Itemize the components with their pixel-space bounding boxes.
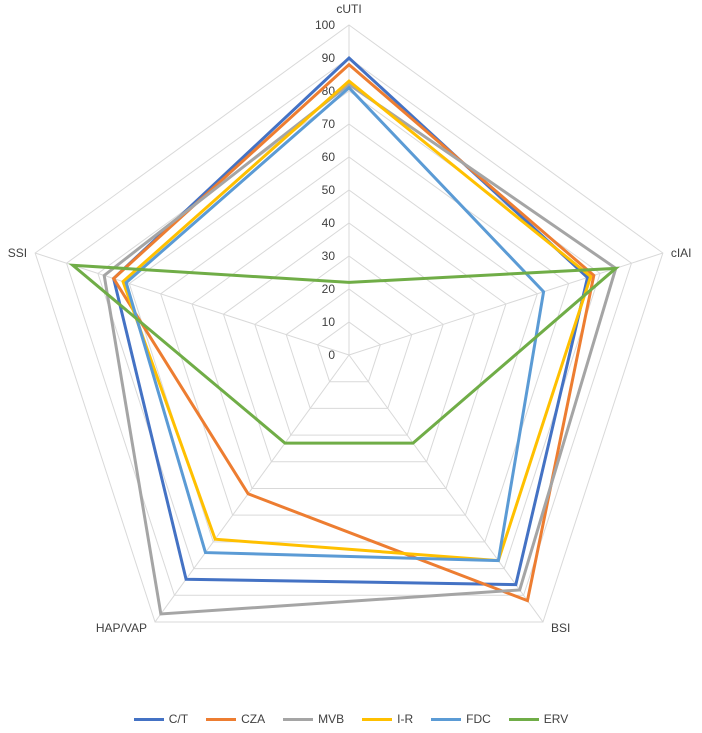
legend-swatch (283, 717, 314, 721)
grid-ring (317, 321, 381, 383)
grid-ring (34, 24, 664, 623)
series-line (121, 79, 593, 563)
legend-label: MVB (318, 712, 345, 726)
legend-item: ERV (508, 712, 569, 726)
r-tick-label: 30 (322, 249, 336, 263)
legend-swatch (133, 717, 164, 721)
r-tick-label: 20 (322, 282, 336, 296)
series-line (111, 62, 596, 603)
legend-item: I-R (362, 712, 413, 726)
r-tick-label: 0 (328, 348, 335, 362)
r-tick-label: 60 (322, 150, 336, 164)
grid-spoke (154, 354, 350, 623)
category-label: BSI (551, 621, 570, 635)
legend-item: C/T (133, 712, 189, 726)
grid-ring (160, 156, 538, 516)
legend-swatch (508, 717, 539, 721)
r-tick-label: 100 (315, 18, 335, 32)
legend-swatch (431, 717, 462, 721)
grid-ring (254, 255, 444, 436)
legend-label: FDC (466, 712, 491, 726)
grid-spoke (34, 252, 350, 356)
category-label: HAP/VAP (96, 621, 147, 635)
r-tick-label: 70 (322, 117, 336, 131)
category-label: cIAI (671, 246, 692, 260)
grid-ring (285, 288, 413, 409)
legend-label: C/T (168, 712, 189, 726)
grid-ring (191, 189, 507, 489)
grid-ring (222, 222, 476, 463)
legend-label: I-R (397, 712, 414, 726)
legend-label: CZA (241, 712, 266, 726)
category-label: SSI (8, 246, 27, 260)
grid-spoke (348, 354, 544, 623)
r-tick-label: 40 (322, 216, 336, 230)
grid-ring (65, 57, 633, 596)
grid-ring (128, 123, 570, 543)
chart-legend: C/T CZA MVB I-R FDC ERV (0, 712, 702, 726)
legend-swatch (206, 717, 237, 721)
legend-swatch (362, 717, 393, 721)
series-line (68, 263, 621, 445)
r-tick-label: 50 (322, 183, 336, 197)
series-line (102, 82, 618, 616)
legend-item: CZA (206, 712, 265, 726)
r-tick-label: 90 (322, 51, 336, 65)
legend-item: MVB (283, 712, 344, 726)
legend-item: FDC (431, 712, 491, 726)
series-line (124, 85, 546, 563)
r-tick-label: 10 (322, 315, 336, 329)
legend-label: ERV (543, 712, 569, 726)
category-label: cUTI (336, 2, 361, 16)
